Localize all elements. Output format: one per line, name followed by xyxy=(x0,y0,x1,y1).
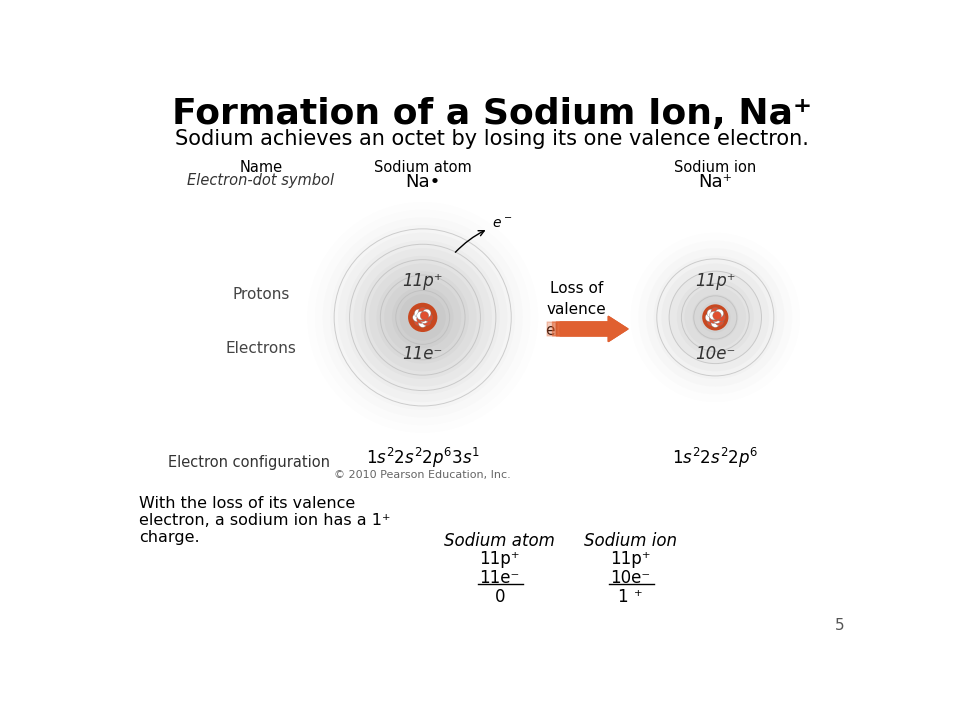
Text: 11e⁻: 11e⁻ xyxy=(480,569,519,587)
Circle shape xyxy=(399,294,445,341)
Text: With the loss of its valence: With the loss of its valence xyxy=(139,496,355,511)
Circle shape xyxy=(419,313,427,322)
Circle shape xyxy=(422,318,431,325)
Circle shape xyxy=(706,313,713,322)
Circle shape xyxy=(684,287,746,348)
Text: Formation of a Sodium Ion, Na⁺: Formation of a Sodium Ion, Na⁺ xyxy=(172,97,812,131)
Circle shape xyxy=(715,309,724,318)
Text: Protons: Protons xyxy=(232,287,290,302)
Circle shape xyxy=(361,256,484,379)
Text: 11p⁺: 11p⁺ xyxy=(695,272,735,290)
FancyArrowPatch shape xyxy=(561,317,628,341)
FancyArrowPatch shape xyxy=(553,317,628,341)
Circle shape xyxy=(712,312,721,320)
Text: 5: 5 xyxy=(835,618,845,633)
Text: $1s^{2}2s^{2}2p^{6}$: $1s^{2}2s^{2}2p^{6}$ xyxy=(672,446,758,470)
Text: 1 ⁺: 1 ⁺ xyxy=(618,588,643,606)
Circle shape xyxy=(413,313,421,322)
Circle shape xyxy=(707,318,715,325)
Circle shape xyxy=(415,309,423,318)
Text: $e^-$: $e^-$ xyxy=(492,217,513,230)
FancyArrowPatch shape xyxy=(557,317,628,341)
Text: Sodium ion: Sodium ion xyxy=(674,160,756,175)
FancyArrowPatch shape xyxy=(547,317,628,341)
Circle shape xyxy=(712,315,721,323)
Circle shape xyxy=(715,318,724,325)
Circle shape xyxy=(700,302,731,333)
Circle shape xyxy=(711,319,720,328)
Text: Name: Name xyxy=(239,160,282,175)
Text: 10e⁻: 10e⁻ xyxy=(611,569,651,587)
Circle shape xyxy=(711,307,720,316)
Text: electron, a sodium ion has a 1⁺: electron, a sodium ion has a 1⁺ xyxy=(139,513,391,528)
Circle shape xyxy=(717,313,726,322)
Circle shape xyxy=(419,319,427,328)
Circle shape xyxy=(417,315,425,323)
Text: Electron configuration: Electron configuration xyxy=(168,454,330,469)
Circle shape xyxy=(711,313,720,322)
Text: Electron-dot symbol: Electron-dot symbol xyxy=(187,173,335,188)
Circle shape xyxy=(422,309,431,318)
Circle shape xyxy=(692,294,738,341)
Circle shape xyxy=(415,318,423,325)
Circle shape xyxy=(376,271,468,364)
Text: 11e⁻: 11e⁻ xyxy=(402,346,443,364)
Circle shape xyxy=(707,309,715,318)
Circle shape xyxy=(392,287,453,348)
Text: 10e⁻: 10e⁻ xyxy=(695,346,735,364)
Circle shape xyxy=(384,279,461,356)
Circle shape xyxy=(417,312,425,320)
Text: Electrons: Electrons xyxy=(226,341,297,356)
Circle shape xyxy=(709,315,718,323)
Text: 11p⁺: 11p⁺ xyxy=(611,550,651,568)
Circle shape xyxy=(408,303,438,332)
Text: © 2010 Pearson Education, Inc.: © 2010 Pearson Education, Inc. xyxy=(334,470,511,480)
Text: Sodium atom: Sodium atom xyxy=(373,160,471,175)
Circle shape xyxy=(420,312,429,320)
Text: Na•: Na• xyxy=(405,173,441,191)
Text: $1s^{2}2s^{2}2p^{6}3s^{1}$: $1s^{2}2s^{2}2p^{6}3s^{1}$ xyxy=(366,446,480,470)
Text: Sodium atom: Sodium atom xyxy=(444,531,555,549)
Text: Na⁺: Na⁺ xyxy=(698,173,732,191)
Text: Loss of
valence
electron: Loss of valence electron xyxy=(545,282,608,338)
Circle shape xyxy=(677,279,754,356)
Text: 11p⁺: 11p⁺ xyxy=(402,272,443,290)
Circle shape xyxy=(369,264,476,372)
Circle shape xyxy=(419,307,427,316)
Text: 0: 0 xyxy=(494,588,505,606)
Circle shape xyxy=(709,312,718,320)
Text: charge.: charge. xyxy=(139,530,200,545)
Circle shape xyxy=(353,248,492,387)
Circle shape xyxy=(420,315,429,323)
Text: Sodium achieves an octet by losing its one valence electron.: Sodium achieves an octet by losing its o… xyxy=(175,129,809,149)
Circle shape xyxy=(702,305,729,330)
Circle shape xyxy=(669,271,761,364)
Circle shape xyxy=(424,313,433,322)
Text: 11p⁺: 11p⁺ xyxy=(479,550,520,568)
Text: Sodium ion: Sodium ion xyxy=(584,531,677,549)
